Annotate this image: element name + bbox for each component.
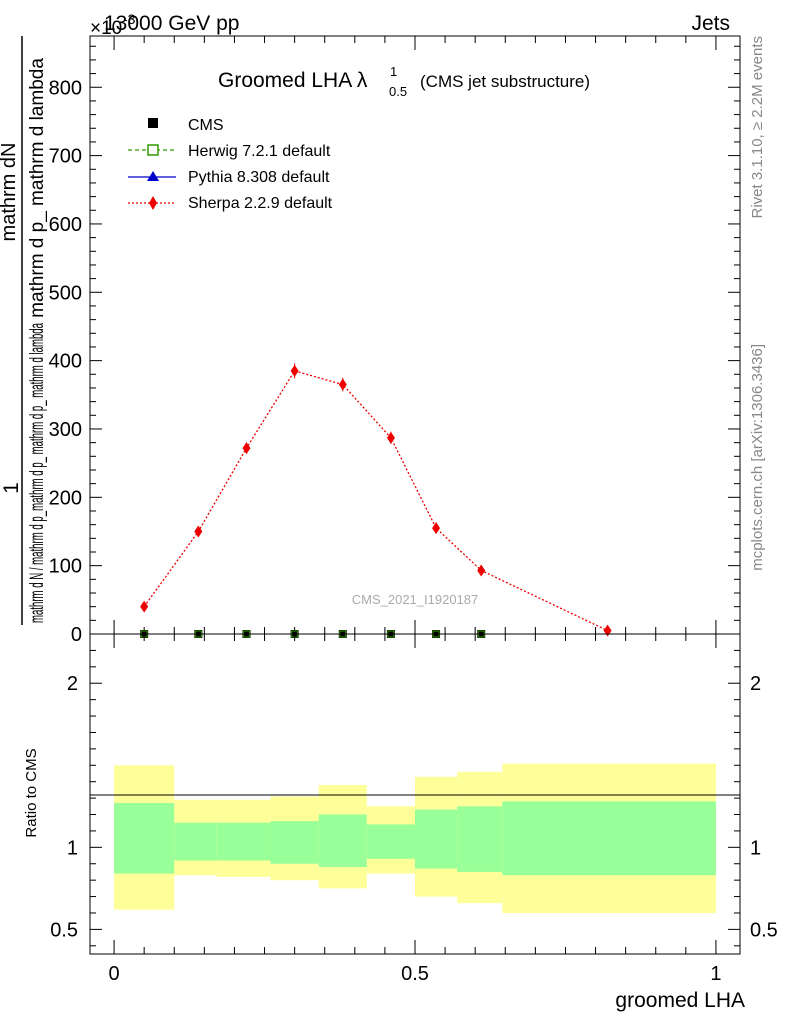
legend-label-herwig: Herwig 7.2.1 default <box>188 143 331 160</box>
ratio-ytick-label-right: 2 <box>750 673 761 695</box>
ylabel-prefix: 1 <box>0 482 23 494</box>
ylabel-denominator-right: mathrm d p_ mathrm d lambda <box>27 58 48 318</box>
legend-label-pythia: Pythia 8.308 default <box>188 169 330 186</box>
analysis-watermark: CMS_2021_I1920187 <box>352 592 479 607</box>
legend-label-sherpa: Sherpa 2.2.9 default <box>188 195 333 212</box>
ratio-ylabel: Ratio to CMS <box>23 748 40 837</box>
ratio-xtick-label: 0 <box>109 963 120 985</box>
main-ytick-label: 200 <box>49 487 82 509</box>
ratio-bands <box>114 763 716 913</box>
ratio-band-inner <box>502 801 716 876</box>
sherpa-point <box>194 525 203 538</box>
ratio-ytick-label-right: 0.5 <box>750 919 778 941</box>
title-sub: 0.5 <box>389 84 407 99</box>
main-ytick-label: 800 <box>49 77 82 99</box>
ratio-band-inner <box>270 821 319 864</box>
sherpa-point <box>432 522 441 535</box>
ylabel-numerator: mathrm dN <box>0 143 20 242</box>
rivet-label: Rivet 3.1.10, ≥ 2.2M events <box>749 36 766 219</box>
legend: CMS Herwig 7.2.1 default Pythia 8.308 de… <box>128 117 333 212</box>
sherpa-point <box>140 600 149 613</box>
ratio-band-inner <box>114 803 175 874</box>
plot-title: Groomed LHA λ 1 0.5 (CMS jet substructur… <box>218 64 590 99</box>
legend-entry-pythia: Pythia 8.308 default <box>128 169 330 186</box>
legend-entry-cms: CMS <box>148 117 224 134</box>
sherpa-point <box>290 364 299 377</box>
title-main: Groomed LHA λ <box>218 69 368 92</box>
title-suffix: (CMS jet substructure) <box>420 72 590 91</box>
ratio-band-inner <box>366 824 415 859</box>
ratio-ytick-label-right: 1 <box>750 837 761 859</box>
ratio-x-ticks: 0 0.5 1 <box>109 634 721 985</box>
ratio-band-inner <box>318 814 367 868</box>
ratio-xtick-label: 0.5 <box>401 963 429 985</box>
legend-marker-herwig <box>147 144 159 156</box>
ratio-ytick-label-left: 1 <box>67 837 78 859</box>
sherpa-point <box>338 378 347 391</box>
sherpa-point <box>242 442 251 455</box>
ratio-band-inner <box>216 822 271 861</box>
sherpa-point <box>603 624 612 637</box>
ratio-band-inner <box>457 806 503 872</box>
ratio-band-inner <box>415 809 458 869</box>
legend-marker-cms <box>148 118 158 128</box>
main-y-ticks: 0 100 200 300 400 500 600 700 800 <box>49 45 740 646</box>
main-ytick-label: 600 <box>49 214 82 236</box>
ylabel-denominator: mathrm d N / mathrm d p_mathrm d p_ math… <box>27 323 48 623</box>
ratio-ytick-label-left: 2 <box>67 673 78 695</box>
main-ytick-label: 400 <box>49 351 82 373</box>
sherpa-series <box>140 363 612 637</box>
sherpa-point <box>386 431 395 444</box>
legend-label-cms: CMS <box>188 117 224 134</box>
sherpa-point <box>477 564 486 577</box>
ratio-ytick-label-left: 0.5 <box>50 919 78 941</box>
main-ytick-label: 700 <box>49 146 82 168</box>
ratio-y-ticks: 0.5 0.5 1 1 2 2 <box>50 649 778 947</box>
mcplots-label: mcplots.cern.ch [arXiv:1306.3436] <box>749 344 766 571</box>
legend-marker-sherpa <box>149 196 157 210</box>
main-ytick-label: 500 <box>49 282 82 304</box>
category-label: Jets <box>691 12 730 35</box>
legend-marker-pythia <box>147 171 159 181</box>
energy-label: 13000 GeV pp <box>104 12 239 35</box>
legend-entry-sherpa: Sherpa 2.2.9 default <box>128 195 333 212</box>
ratio-band-inner <box>174 822 217 861</box>
main-ylabel: 1 mathrm dN mathrm d p_ mathrm d lambda … <box>0 36 48 625</box>
main-ytick-label: 300 <box>49 419 82 441</box>
exponent-power: -3 <box>123 11 136 27</box>
legend-entry-herwig: Herwig 7.2.1 default <box>128 143 331 160</box>
ratio-xtick-label: 1 <box>710 963 721 985</box>
title-sup: 1 <box>390 64 397 79</box>
main-ytick-label: 0 <box>71 624 82 646</box>
x-axis-label: groomed LHA <box>615 989 745 1012</box>
main-x-ticks <box>113 36 717 634</box>
exponent-base: ×10 <box>90 18 122 39</box>
main-ytick-label: 100 <box>49 556 82 578</box>
exponent-label: ×10 -3 <box>90 11 136 39</box>
